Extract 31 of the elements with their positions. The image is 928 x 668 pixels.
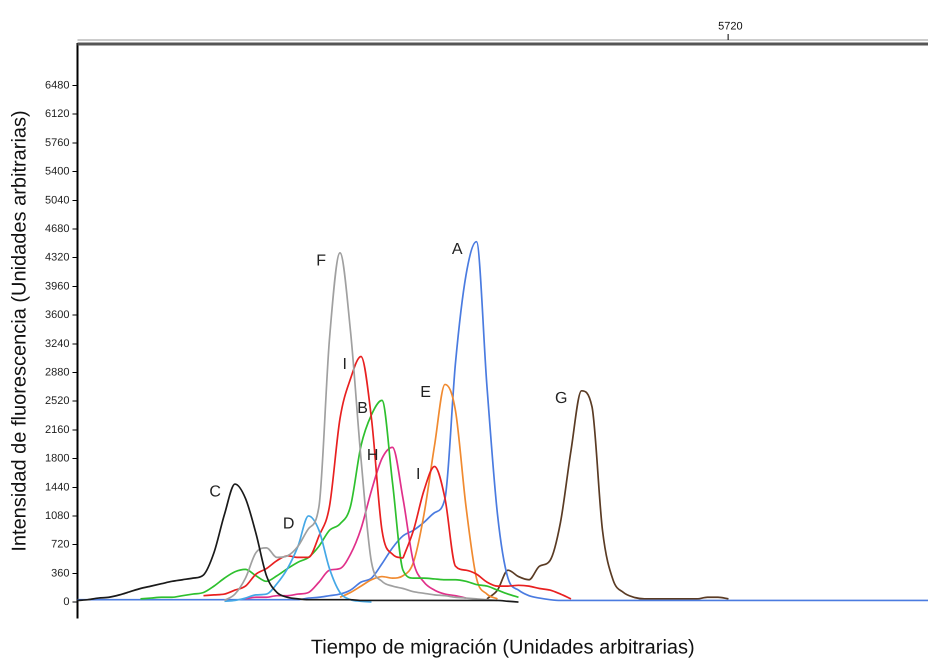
series-label: G xyxy=(555,390,568,408)
y-tick-label: 4320 xyxy=(44,252,70,264)
series-label: I xyxy=(342,356,347,373)
y-tick-label: 5760 xyxy=(44,136,70,149)
series-label: C xyxy=(209,483,221,500)
y-tick-label: 3240 xyxy=(44,338,70,350)
series-label: E xyxy=(420,384,431,401)
y-tick-label: 4680 xyxy=(44,222,70,235)
y-axis-title: Intensidad de fluorescencia (Unidades arbitrarias) xyxy=(8,110,31,552)
series-label: A xyxy=(452,241,463,258)
y-tick-label: 0 xyxy=(63,596,70,608)
series-label: D xyxy=(282,515,294,532)
y-tick-label: 360 xyxy=(51,567,70,580)
y-tick-label: 5400 xyxy=(44,166,70,178)
y-tick-label: 720 xyxy=(51,538,70,551)
y-tick-label: 1800 xyxy=(44,452,70,465)
text: 5720 xyxy=(718,20,743,33)
series-label: F xyxy=(316,252,326,270)
y-tick-label: 3600 xyxy=(44,309,70,322)
y-tick-label: 1440 xyxy=(44,481,70,494)
y-tick-label: 5040 xyxy=(44,194,70,206)
y-tick-label: 2520 xyxy=(44,395,70,408)
y-tick-label: 2880 xyxy=(44,366,70,378)
y-tick-label: 6480 xyxy=(44,79,70,92)
y-tick-label: 2160 xyxy=(44,424,70,436)
series-label: I xyxy=(416,466,420,483)
y-tick-label: 3960 xyxy=(44,280,70,292)
x-axis-title: Tiempo de migración (Unidades arbitrarias) xyxy=(310,636,695,659)
y-tick-label: 1080 xyxy=(44,510,70,522)
y-tick-label: 6120 xyxy=(44,108,70,120)
series-label: B xyxy=(357,400,368,417)
